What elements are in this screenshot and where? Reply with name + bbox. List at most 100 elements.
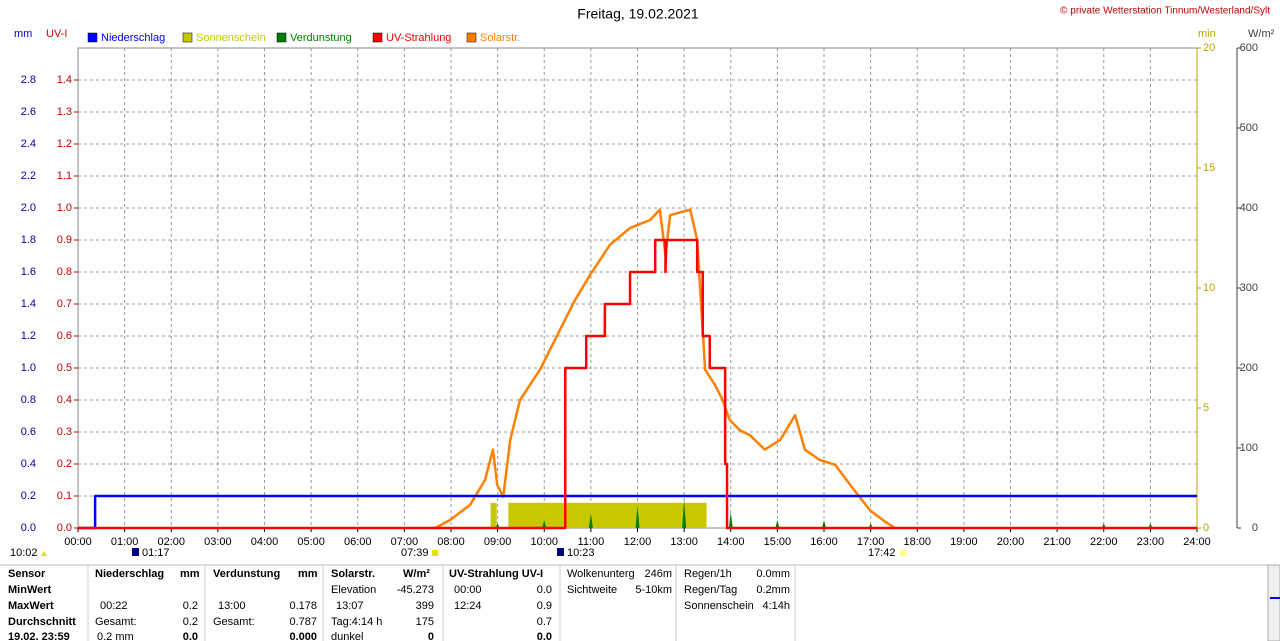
stats-cell: 246m bbox=[644, 568, 672, 580]
y2-tick-label: 0.5 bbox=[57, 362, 72, 374]
y2-tick-label: 1.3 bbox=[57, 106, 72, 118]
stats-cell: 13:00 bbox=[218, 600, 246, 612]
evaporation-spike bbox=[542, 520, 547, 528]
y4-tick-label: 500 bbox=[1240, 122, 1258, 134]
stats-cell: 0.0 bbox=[537, 584, 552, 596]
y4-tick-label: 0 bbox=[1252, 522, 1258, 534]
y-tick-label: 1.8 bbox=[21, 234, 36, 246]
y2-tick-label: 1.1 bbox=[57, 170, 72, 182]
stats-cell: Wolkenunterg bbox=[567, 568, 635, 580]
evaporation-spike bbox=[775, 520, 780, 528]
y2-tick-label: 0.2 bbox=[57, 458, 72, 470]
stats-cell: 13:07 bbox=[336, 600, 364, 612]
time-annotation: 10:23 bbox=[567, 547, 595, 559]
stats-cell: W/m² bbox=[403, 568, 430, 580]
y2-tick-label: 0.8 bbox=[57, 266, 72, 278]
stats-cell: mm bbox=[180, 568, 200, 580]
x-tick-label: 23:00 bbox=[1137, 536, 1165, 548]
sun-icon bbox=[41, 551, 47, 556]
stats-cell: Elevation bbox=[331, 584, 376, 596]
y3-tick-label: 5 bbox=[1203, 402, 1209, 414]
x-tick-label: 06:00 bbox=[344, 536, 372, 548]
y-tick-label: 2.2 bbox=[21, 170, 36, 182]
stats-cell: 0.2 bbox=[183, 616, 198, 628]
y2-tick-label: 0.0 bbox=[57, 522, 72, 534]
stats-cell: 0.2mm bbox=[756, 584, 790, 596]
x-tick-label: 12:00 bbox=[624, 536, 652, 548]
table-dividers bbox=[87, 565, 796, 641]
stats-cell: 0 bbox=[428, 631, 434, 641]
stats-cell: 0.7 bbox=[537, 616, 552, 628]
y4-tick-label: 200 bbox=[1240, 362, 1258, 374]
stats-cell: MaxWert bbox=[8, 600, 54, 612]
scroll-panel bbox=[1267, 564, 1280, 641]
stats-cell: 0.0 bbox=[537, 631, 552, 641]
legend-swatch bbox=[276, 32, 287, 43]
y-axis-title: mm bbox=[14, 28, 32, 40]
y2-tick-label: 0.1 bbox=[57, 490, 72, 502]
evaporation-spike bbox=[728, 512, 733, 528]
x-tick-label: 20:00 bbox=[997, 536, 1025, 548]
stats-cell: Sichtweite bbox=[567, 584, 617, 596]
y-tick-label: 2.6 bbox=[21, 106, 36, 118]
legend-swatch bbox=[182, 32, 193, 43]
y-tick-label: 2.4 bbox=[21, 138, 36, 150]
stats-cell: Gesamt: bbox=[213, 616, 255, 628]
stats-cell: 00:22 bbox=[100, 600, 128, 612]
y2-tick-label: 0.6 bbox=[57, 330, 72, 342]
x-tick-label: 15:00 bbox=[764, 536, 792, 548]
evaporation-spike bbox=[822, 520, 826, 528]
stats-cell: Niederschlag bbox=[95, 568, 164, 580]
y-tick-label: 0.8 bbox=[21, 394, 36, 406]
x-tick-label: 19:00 bbox=[950, 536, 978, 548]
y2-tick-label: 1.4 bbox=[57, 74, 72, 86]
stats-cell: 0.2 mm bbox=[97, 631, 134, 641]
x-tick-label: 08:00 bbox=[437, 536, 465, 548]
x-tick-label: 21:00 bbox=[1043, 536, 1071, 548]
stats-cell: 5-10km bbox=[635, 584, 672, 596]
legend-swatch bbox=[87, 32, 98, 43]
legend-swatch bbox=[466, 32, 477, 43]
y2-tick-label: 0.3 bbox=[57, 426, 72, 438]
x-tick-label: 16:00 bbox=[810, 536, 838, 548]
y4-tick-label: 100 bbox=[1240, 442, 1258, 454]
legend-label: Solarstr. bbox=[480, 32, 520, 44]
x-tick-label: 14:00 bbox=[717, 536, 745, 548]
time-annotation: 10:02 bbox=[10, 547, 38, 559]
x-tick-label: 09:00 bbox=[484, 536, 512, 548]
y-tick-label: 1.2 bbox=[21, 330, 36, 342]
stats-cell: Sonnenschein bbox=[684, 600, 754, 612]
x-tick-label: 13:00 bbox=[670, 536, 698, 548]
stats-cell: dunkel bbox=[331, 631, 363, 641]
y3-tick-label: 20 bbox=[1203, 42, 1215, 54]
y4-tick-label: 300 bbox=[1240, 282, 1258, 294]
y-tick-label: 1.6 bbox=[21, 266, 36, 278]
stats-cell: 00:00 bbox=[454, 584, 482, 596]
stats-cell: 175 bbox=[416, 616, 434, 628]
stats-cell: MinWert bbox=[8, 584, 52, 596]
y2-tick-label: 0.7 bbox=[57, 298, 72, 310]
stats-cell: Regen/1h bbox=[684, 568, 732, 580]
series-line bbox=[78, 238, 1197, 530]
y4-tick-label: 600 bbox=[1240, 42, 1258, 54]
legend-label: Verdunstung bbox=[290, 32, 352, 44]
x-tick-label: 02:00 bbox=[157, 536, 185, 548]
stats-cell: Sensor bbox=[8, 568, 46, 580]
stats-cell: 0.000 bbox=[289, 631, 317, 641]
time-annotation: 01:17 bbox=[142, 547, 170, 559]
x-tick-label: 18:00 bbox=[903, 536, 931, 548]
y-tick-label: 0.4 bbox=[21, 458, 36, 470]
stats-cell: 4:14h bbox=[762, 600, 790, 612]
y3-tick-label: 15 bbox=[1203, 162, 1215, 174]
time-annotation: 07:39 bbox=[401, 547, 429, 559]
evaporation-spike bbox=[588, 513, 593, 528]
stats-cell: 399 bbox=[416, 600, 434, 612]
copyright: © private Wetterstation Tinnum/Westerlan… bbox=[1060, 6, 1270, 17]
x-tick-label: 01:00 bbox=[111, 536, 139, 548]
icon bbox=[132, 548, 139, 556]
legend-label: Niederschlag bbox=[101, 32, 165, 44]
stats-cell: 19.02. 23:59 bbox=[8, 631, 70, 641]
stats-cell: Tag:4:14 h bbox=[331, 616, 382, 628]
